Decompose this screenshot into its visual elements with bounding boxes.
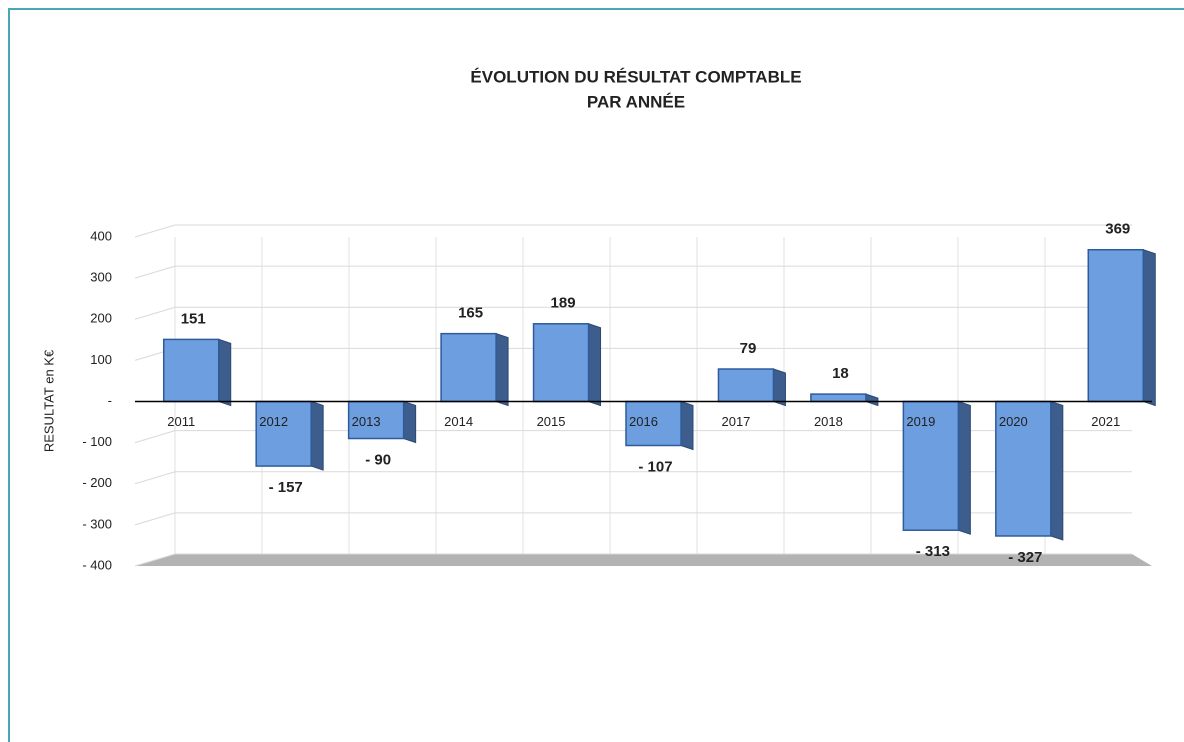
- bar: [347, 400, 417, 444]
- grid-line: [134, 471, 1132, 485]
- x-tick-label: 2021: [1091, 414, 1120, 429]
- bar-side: [588, 323, 602, 407]
- y-tick-label: - 200: [82, 475, 112, 490]
- grid-line-side: [134, 512, 176, 526]
- x-tick-label: 2014: [444, 414, 473, 429]
- value-label: 189: [551, 295, 576, 312]
- bar-front: [902, 400, 960, 531]
- bar-front: [1087, 248, 1145, 403]
- bar-front: [255, 400, 312, 467]
- bar-front: [625, 400, 682, 447]
- grid-line-side: [134, 265, 176, 279]
- x-tick-label: 2018: [814, 414, 843, 429]
- y-tick-label: 200: [90, 311, 112, 326]
- value-label: 79: [740, 340, 757, 357]
- y-tick-label: 100: [90, 352, 112, 367]
- bar-front: [810, 393, 867, 403]
- value-label: - 90: [365, 451, 391, 468]
- bar: [162, 338, 232, 407]
- y-tick-label: - 300: [82, 516, 112, 531]
- bar-front: [347, 400, 405, 440]
- grid-line: [134, 306, 1132, 320]
- value-label: - 107: [638, 458, 672, 475]
- value-label: - 157: [269, 479, 303, 496]
- grid-line-side: [134, 471, 176, 485]
- bar: [532, 323, 602, 407]
- x-tick-label: 2019: [906, 414, 935, 429]
- y-tick-label: -: [108, 393, 112, 408]
- value-label: 151: [181, 310, 206, 327]
- bar-side: [1142, 249, 1156, 407]
- grid-line: [134, 224, 1132, 238]
- bar: [717, 368, 786, 407]
- grid-line-side: [134, 553, 176, 567]
- value-label: 165: [458, 305, 483, 322]
- bar: [902, 400, 971, 535]
- bar-side: [1050, 400, 1064, 541]
- y-tick-label: 400: [90, 228, 112, 243]
- bar-side: [310, 400, 324, 471]
- grid-line: [134, 553, 1132, 567]
- x-tick-label: 2020: [999, 414, 1028, 429]
- floor: [135, 554, 1152, 566]
- y-tick-label: - 100: [82, 434, 112, 449]
- bar-front: [717, 368, 775, 403]
- y-tick-label: - 400: [82, 557, 112, 572]
- value-label: 369: [1105, 221, 1130, 238]
- bar: [255, 400, 324, 471]
- bar-side: [957, 400, 971, 535]
- grid-line: [134, 512, 1132, 526]
- bar-side: [495, 332, 509, 407]
- bar-front: [162, 338, 220, 403]
- value-label: - 313: [916, 543, 950, 560]
- y-tick-label: 300: [90, 270, 112, 285]
- chart-title: ÉVOLUTION DU RÉSULTAT COMPTABLE: [470, 67, 801, 86]
- bar-front: [995, 400, 1052, 537]
- x-tick-label: 2013: [352, 414, 381, 429]
- x-tick-label: 2011: [167, 414, 195, 429]
- grid-line: [134, 265, 1132, 279]
- x-tick-label: 2017: [721, 414, 750, 429]
- chart-title: PAR ANNÉE: [587, 92, 685, 111]
- bar-side: [772, 368, 786, 407]
- x-tick-label: 2015: [537, 414, 566, 429]
- value-label: 18: [832, 365, 849, 382]
- grid-line-side: [134, 224, 176, 238]
- bar: [1087, 248, 1156, 407]
- bar: [440, 332, 509, 407]
- bar-side: [680, 400, 694, 451]
- bar-side: [218, 338, 232, 407]
- value-label: - 327: [1008, 549, 1042, 566]
- x-tick-label: 2016: [629, 414, 658, 429]
- grid-line-side: [134, 430, 176, 444]
- bar-side: [403, 400, 417, 444]
- x-tick-label: 2012: [259, 414, 288, 429]
- y-axis-label: RESULTAT en K€: [41, 349, 56, 452]
- bar: [625, 400, 694, 451]
- grid-line-side: [134, 306, 176, 320]
- bar-front: [440, 332, 497, 403]
- bar-front: [532, 323, 590, 403]
- bar: [995, 400, 1064, 541]
